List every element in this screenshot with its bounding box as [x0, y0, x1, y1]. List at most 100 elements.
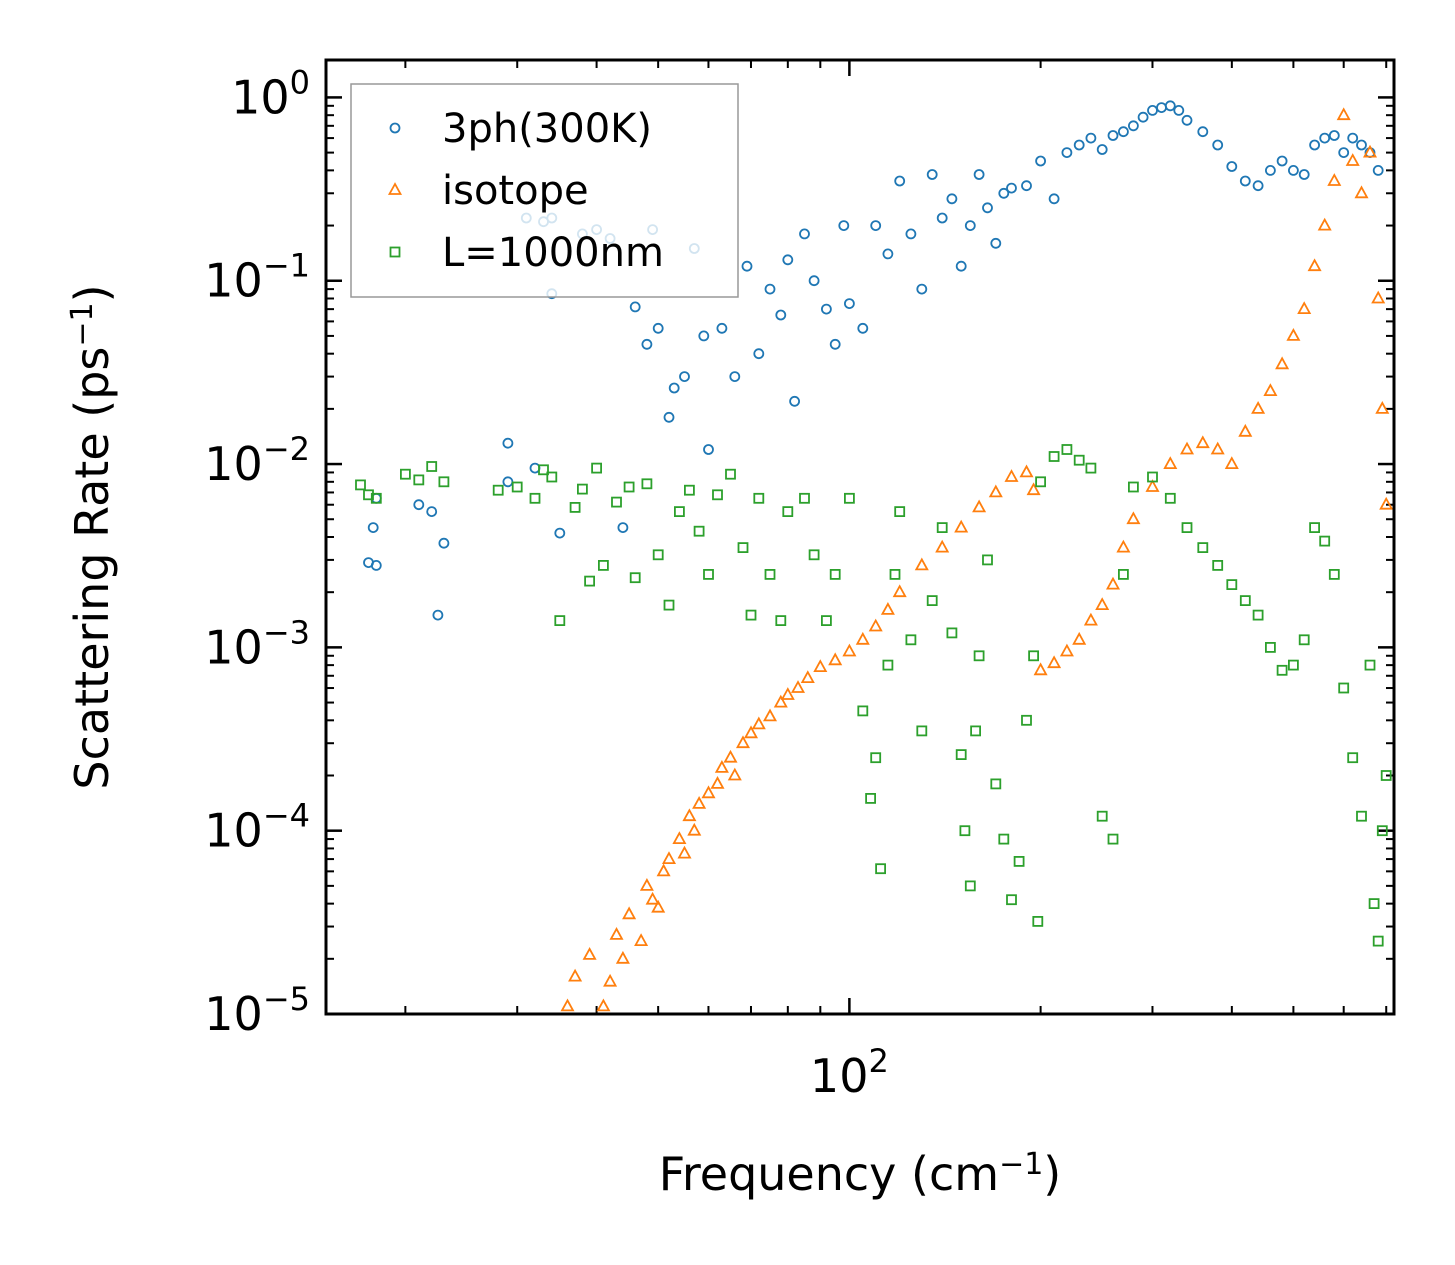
data-point [1013, 856, 1025, 867]
data-point [598, 560, 609, 571]
legend-label: L=1000nm [442, 230, 664, 276]
data-point [656, 863, 671, 877]
data-point [764, 283, 776, 295]
data-point [1105, 576, 1121, 590]
data-point [701, 785, 716, 799]
data-point [1379, 496, 1394, 510]
data-point [1107, 833, 1119, 845]
data-point [916, 725, 928, 737]
data-point [622, 906, 637, 920]
data-point [780, 687, 795, 700]
plot-frame [324, 58, 1396, 1016]
data-point [1338, 682, 1350, 694]
data-point [829, 569, 841, 580]
data-point [1338, 147, 1350, 159]
data-point [370, 492, 382, 504]
data-point [894, 175, 906, 187]
data-point [1163, 456, 1178, 470]
data-point [782, 506, 794, 518]
data-point [1197, 126, 1209, 138]
data-point [1137, 111, 1149, 123]
data-point [677, 845, 692, 859]
legend-marker [389, 122, 401, 134]
data-point [1364, 659, 1376, 671]
data-point [1317, 217, 1332, 231]
y-tick-label: 100 [231, 63, 310, 124]
data-point [1021, 180, 1032, 192]
data-point [1345, 153, 1360, 166]
data-point [1371, 290, 1386, 304]
data-point [870, 220, 882, 232]
data-point [990, 778, 1002, 790]
data-point [370, 560, 382, 571]
data-point [808, 275, 820, 287]
data-point [641, 478, 653, 490]
series-3 [355, 444, 1392, 947]
data-point [1126, 511, 1141, 525]
data-point [554, 527, 566, 539]
data-point [972, 499, 987, 513]
data-point [663, 599, 675, 611]
data-point [880, 602, 895, 615]
data-point [882, 248, 894, 260]
data-point [582, 947, 597, 960]
legend-label: 3ph(300K) [442, 106, 652, 152]
data-point [990, 237, 1002, 249]
data-point [1048, 451, 1060, 462]
data-point [1276, 155, 1288, 167]
data-point [773, 694, 788, 708]
data-point [502, 476, 514, 488]
data-point [982, 554, 993, 566]
data-point [668, 382, 680, 394]
data-point [679, 371, 690, 383]
data-point [413, 474, 425, 486]
y-tick-label: 10−5 [204, 980, 310, 1041]
data-point [591, 462, 602, 474]
data-point [1073, 139, 1085, 151]
data-point [712, 489, 723, 501]
data-point [714, 760, 729, 773]
data-point [799, 228, 810, 240]
y-tick-label: 10−4 [204, 797, 310, 858]
data-point [1238, 423, 1253, 437]
data-point [973, 169, 985, 180]
data-point [1252, 180, 1264, 192]
data-point [1145, 479, 1160, 492]
data-point [1061, 147, 1073, 159]
data-point [1307, 258, 1322, 272]
data-point [775, 309, 787, 321]
data-point [725, 468, 736, 480]
data-point [926, 169, 938, 180]
data-point [651, 899, 666, 913]
data-point [639, 878, 654, 891]
data-point [652, 549, 664, 561]
data-point [1173, 105, 1185, 116]
data-point [1327, 173, 1342, 186]
data-point [1019, 464, 1034, 478]
tick-labels: 100 10−1 10−2 10−3 10−4 10−5 102 [204, 63, 889, 1103]
data-point [800, 670, 815, 683]
data-point [875, 863, 886, 875]
data-point [743, 725, 759, 739]
data-point [560, 998, 575, 1012]
data-point [1118, 569, 1129, 580]
data-point [652, 322, 664, 334]
data-point [426, 461, 438, 472]
data-point [529, 492, 541, 504]
data-point [970, 725, 981, 737]
data-point [634, 933, 649, 946]
data-point [1147, 471, 1158, 483]
data-point [1128, 481, 1139, 493]
data-point [751, 716, 766, 730]
data-point [936, 522, 948, 533]
data-point [1380, 770, 1392, 781]
data-point [1197, 542, 1209, 553]
data-point [808, 549, 820, 561]
data-point [964, 880, 976, 892]
data-point [1048, 193, 1060, 205]
data-point [569, 501, 581, 513]
data-point [426, 506, 438, 518]
data-point [737, 542, 749, 553]
data-point [1347, 132, 1359, 144]
